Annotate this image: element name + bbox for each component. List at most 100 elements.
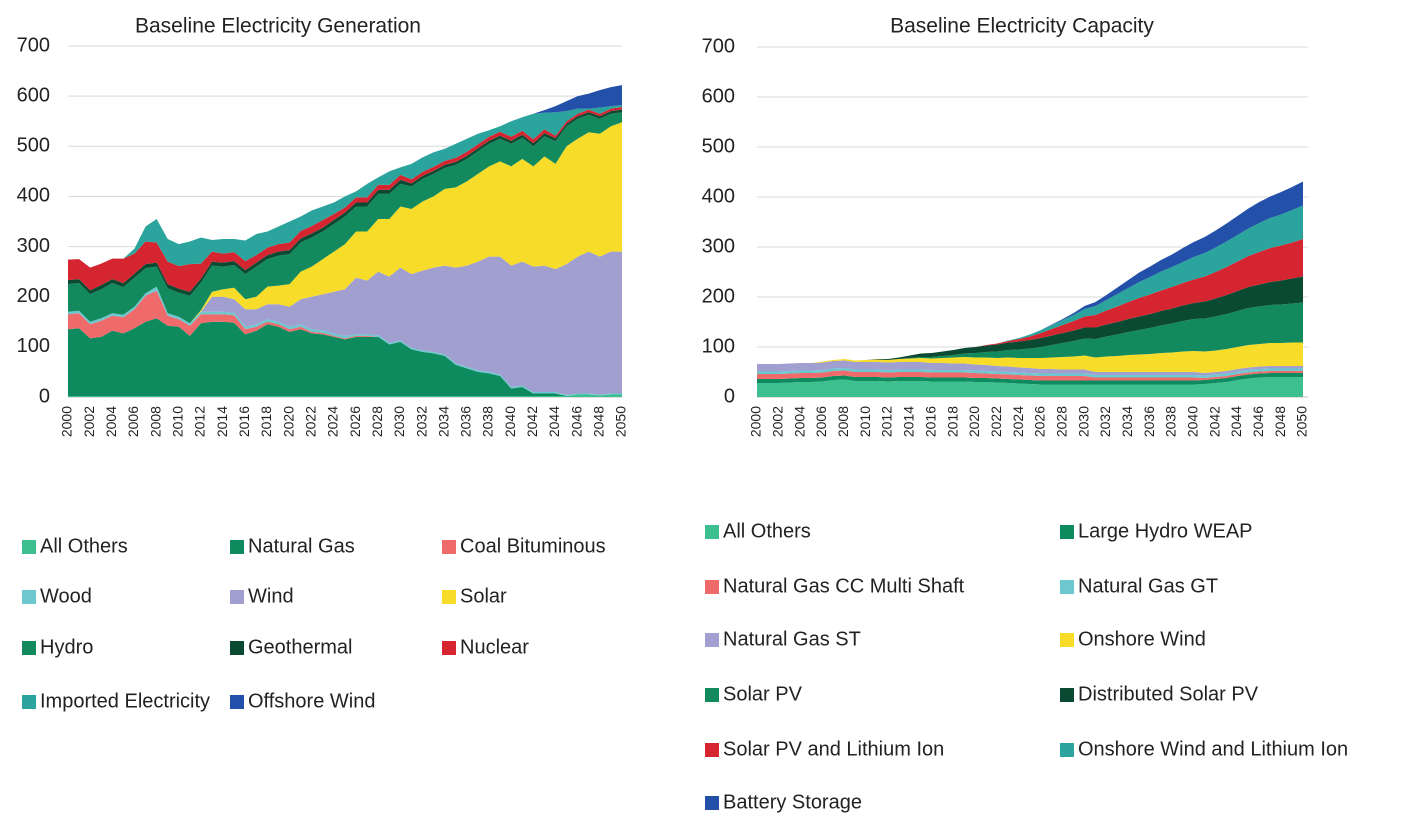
area — [68, 290, 622, 396]
x-tick-label: 2032 — [1097, 406, 1113, 437]
x-tick-label: 2002 — [81, 406, 97, 437]
x-tick-label: 2006 — [125, 406, 141, 437]
y-tick-label: 700 — [702, 35, 735, 57]
legend-swatch — [442, 641, 456, 655]
x-tick-label: 2040 — [502, 406, 518, 437]
x-tick-label: 2034 — [1119, 406, 1135, 437]
x-tick-label: 2024 — [1010, 406, 1026, 437]
y-tick-label: 600 — [702, 85, 735, 107]
x-tick-label: 2036 — [458, 406, 474, 437]
y-tick-label: 200 — [17, 285, 50, 307]
legend-label: Distributed Solar PV — [1078, 683, 1259, 705]
x-tick-label: 2010 — [170, 406, 186, 437]
legend-swatch — [1060, 743, 1074, 757]
x-tick-label: 2004 — [791, 406, 807, 437]
x-tick-label: 2004 — [103, 406, 119, 437]
area — [757, 276, 1303, 364]
y-tick-label: 500 — [17, 135, 50, 157]
x-tick-label: 2028 — [369, 406, 385, 437]
y-tick-label: 400 — [702, 185, 735, 207]
x-tick-label: 2042 — [524, 406, 540, 437]
y-tick-label: 100 — [17, 335, 50, 357]
legend-swatch — [705, 743, 719, 757]
x-tick-label: 2008 — [835, 406, 851, 437]
x-tick-label: 2040 — [1185, 406, 1201, 437]
y-tick-label: 500 — [702, 135, 735, 157]
x-tick-label: 2050 — [1294, 406, 1310, 437]
legend-label: Imported Electricity — [40, 690, 210, 712]
legend-swatch — [230, 540, 244, 554]
area — [68, 286, 622, 396]
legend-label: Natural Gas CC Multi Shaft — [723, 575, 965, 597]
legend-label: Wood — [40, 585, 92, 607]
x-tick-label: 2006 — [813, 406, 829, 437]
legend-label: Onshore Wind — [1078, 628, 1206, 650]
x-tick-label: 2036 — [1141, 406, 1157, 437]
legend-swatch — [705, 633, 719, 647]
area — [68, 318, 622, 396]
legend-swatch — [705, 580, 719, 594]
legend-label: Hydro — [40, 636, 93, 658]
x-tick-label: 2048 — [591, 406, 607, 437]
x-tick-label: 2010 — [857, 406, 873, 437]
x-tick-label: 2026 — [347, 406, 363, 437]
x-tick-label: 2018 — [944, 406, 960, 437]
legend-swatch — [230, 590, 244, 604]
legend-label: Natural Gas GT — [1078, 575, 1218, 597]
area — [757, 377, 1303, 397]
x-tick-label: 2028 — [1053, 406, 1069, 437]
chart-title: Baseline Electricity Capacity — [890, 15, 1154, 38]
legend-swatch — [22, 641, 36, 655]
x-tick-label: 2046 — [1250, 406, 1266, 437]
legend-swatch — [705, 796, 719, 810]
x-tick-label: 2016 — [236, 406, 252, 437]
legend-swatch — [22, 695, 36, 709]
legend-label: Onshore Wind and Lithium Ion — [1078, 738, 1348, 760]
legend-label: Natural Gas — [248, 535, 355, 557]
legend-swatch — [230, 695, 244, 709]
legend-swatch — [22, 590, 36, 604]
x-tick-label: 2020 — [280, 406, 296, 437]
x-tick-label: 2044 — [1228, 406, 1244, 437]
x-tick-label: 2012 — [192, 406, 208, 437]
x-tick-label: 2024 — [325, 406, 341, 437]
x-tick-label: 2014 — [214, 406, 230, 437]
legend-swatch — [1060, 688, 1074, 702]
legend-swatch — [705, 525, 719, 539]
area — [68, 112, 622, 324]
x-tick-label: 2050 — [613, 406, 629, 437]
x-tick-label: 2008 — [147, 406, 163, 437]
legend-label: Battery Storage — [723, 791, 862, 813]
legend-swatch — [1060, 580, 1074, 594]
legend-label: Coal Bituminous — [460, 535, 606, 557]
x-tick-label: 2018 — [258, 406, 274, 437]
legend-label: Nuclear — [460, 636, 529, 658]
legend-label: Wind — [248, 585, 294, 607]
x-tick-label: 2038 — [1163, 406, 1179, 437]
legend-swatch — [22, 540, 36, 554]
legend-label: Large Hydro WEAP — [1078, 520, 1253, 542]
y-tick-label: 700 — [17, 34, 50, 56]
x-tick-label: 2000 — [748, 406, 764, 437]
legend-label: Solar PV and Lithium Ion — [723, 738, 944, 760]
legend-swatch — [1060, 525, 1074, 539]
x-tick-label: 2026 — [1032, 406, 1048, 437]
x-tick-label: 2022 — [988, 406, 1004, 437]
y-tick-label: 100 — [702, 335, 735, 357]
x-tick-label: 2000 — [59, 406, 75, 437]
x-tick-label: 2044 — [546, 406, 562, 437]
area — [757, 373, 1303, 385]
legend-swatch — [230, 641, 244, 655]
area — [68, 251, 622, 395]
x-tick-label: 2016 — [922, 406, 938, 437]
legend-swatch — [1060, 633, 1074, 647]
x-tick-label: 2048 — [1272, 406, 1288, 437]
x-tick-label: 2020 — [966, 406, 982, 437]
x-tick-label: 2032 — [413, 406, 429, 437]
legend-label: All Others — [40, 535, 128, 557]
x-tick-label: 2046 — [568, 406, 584, 437]
y-tick-label: 0 — [39, 385, 50, 407]
x-tick-label: 2030 — [391, 406, 407, 437]
